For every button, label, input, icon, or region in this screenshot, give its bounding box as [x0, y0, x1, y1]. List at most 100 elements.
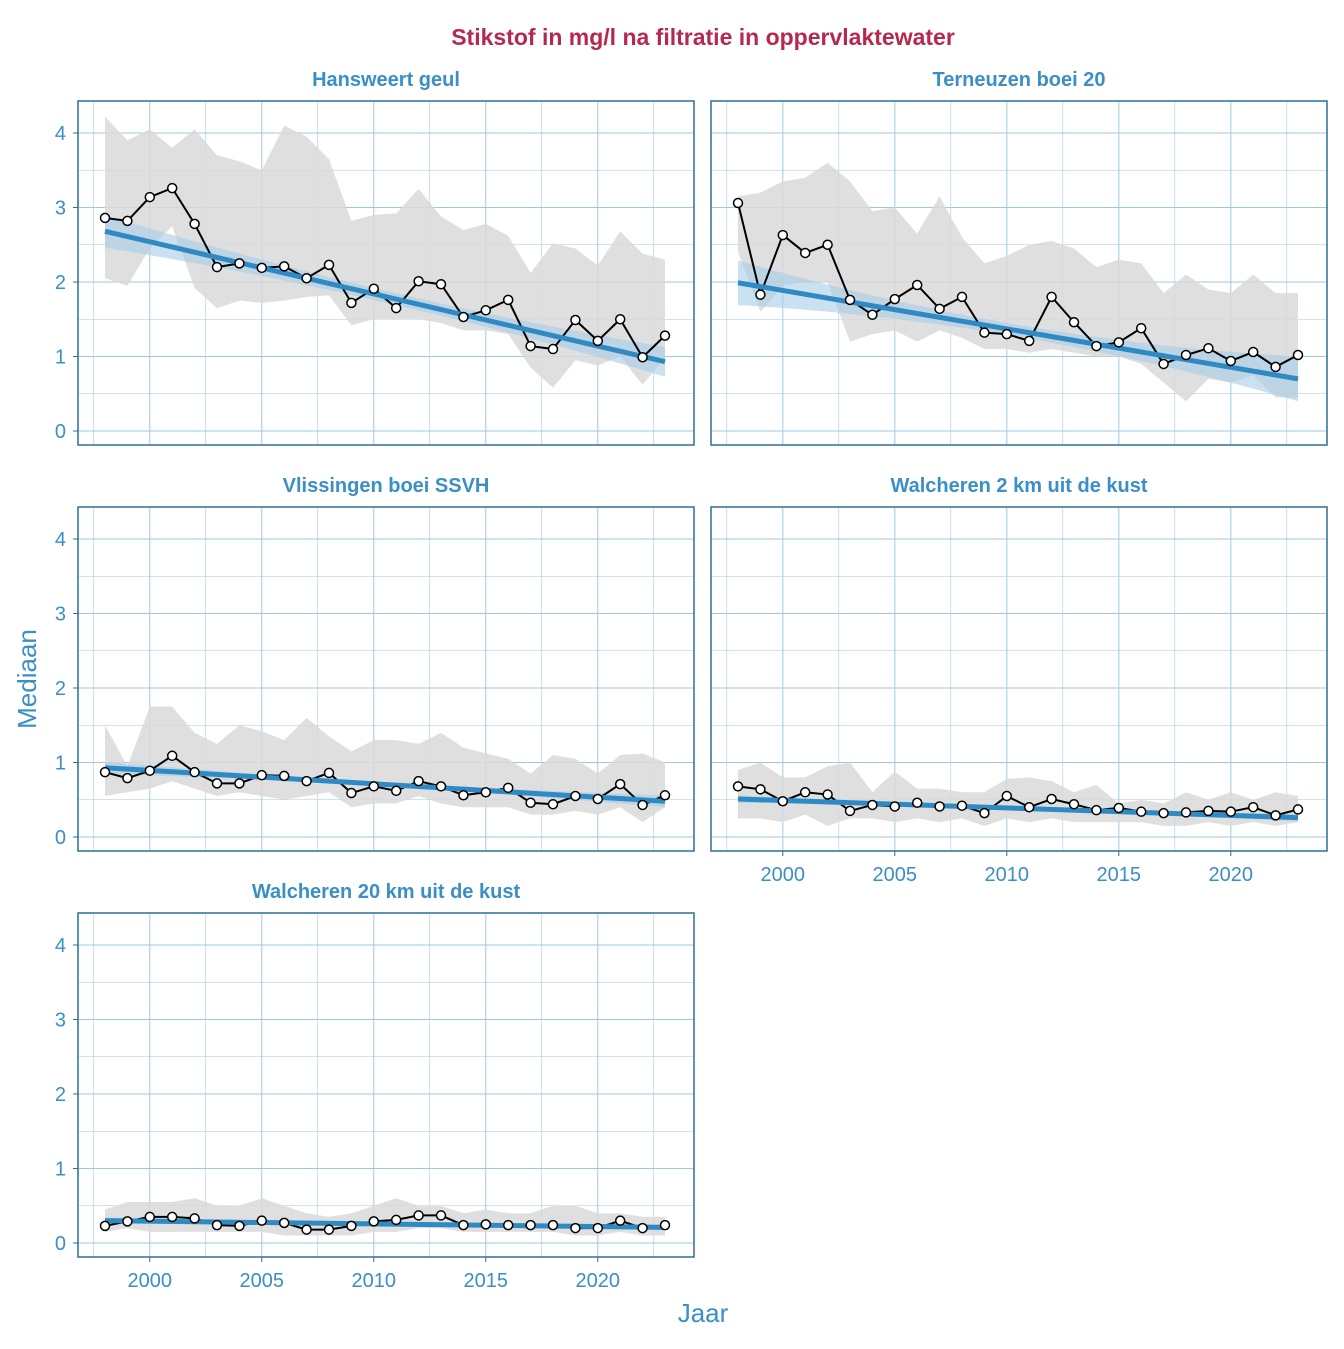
data-point	[934, 801, 945, 812]
data-point	[732, 781, 744, 792]
data-point	[1270, 361, 1281, 373]
y-tick-label: 0	[55, 1233, 66, 1255]
data-point	[592, 793, 604, 805]
data-point	[301, 775, 312, 787]
data-point	[1068, 316, 1080, 328]
data-point	[99, 212, 111, 224]
range-band	[105, 706, 665, 823]
data-point	[637, 1222, 648, 1234]
panel-title: Terneuzen boei 20	[932, 69, 1105, 91]
data-point	[1046, 793, 1057, 805]
y-tick-label: 0	[55, 827, 66, 849]
y-tick-label: 3	[55, 198, 66, 220]
data-point	[777, 229, 789, 241]
data-point	[1135, 322, 1147, 334]
panel-title: Walcheren 20 km uit de kust	[252, 881, 521, 903]
data-point	[822, 789, 833, 800]
x-tick-label: 2015	[1097, 864, 1142, 886]
data-point	[614, 1215, 626, 1226]
data-point	[435, 1210, 447, 1221]
data-point	[234, 258, 245, 269]
data-point	[1135, 806, 1147, 817]
data-point	[844, 294, 856, 306]
data-point	[659, 1219, 671, 1231]
data-point	[346, 297, 357, 309]
data-point	[979, 807, 990, 819]
data-point	[1203, 805, 1214, 817]
data-point	[732, 197, 744, 209]
y-tick-label: 3	[55, 604, 66, 626]
data-point	[844, 805, 856, 817]
y-tick-label: 0	[55, 421, 66, 443]
facet-panel: Hansweert geul 0 1 2 3 4	[55, 69, 695, 446]
data-point	[166, 1211, 178, 1223]
data-point	[278, 1217, 290, 1229]
data-point	[1068, 798, 1080, 810]
data-point	[256, 262, 268, 274]
data-point	[435, 781, 447, 792]
range-band	[738, 762, 1298, 826]
range-band	[105, 1198, 665, 1236]
data-point	[480, 787, 492, 798]
data-point	[822, 239, 833, 250]
data-point	[301, 273, 312, 284]
data-point	[346, 1220, 357, 1232]
data-point	[1001, 790, 1013, 802]
data-point	[211, 778, 223, 789]
x-tick-label: 2000	[761, 864, 806, 886]
data-point	[189, 218, 200, 230]
data-point	[1292, 804, 1304, 815]
data-point	[1180, 349, 1192, 361]
data-point	[755, 289, 766, 300]
data-point	[502, 294, 514, 306]
data-point	[390, 1214, 402, 1226]
data-point	[413, 775, 424, 787]
panel-title: Hansweert geul	[312, 69, 460, 91]
data-point	[637, 799, 648, 811]
data-point	[592, 335, 604, 347]
data-point	[525, 340, 536, 352]
data-point	[1180, 807, 1192, 818]
x-tick-label: 2010	[352, 1270, 397, 1292]
data-point	[256, 1215, 268, 1226]
data-point	[547, 1219, 559, 1231]
data-point	[1247, 801, 1259, 813]
trend-line	[737, 280, 1299, 382]
data-point	[122, 772, 133, 784]
x-tick-label: 2010	[985, 864, 1030, 886]
facet-panel: Terneuzen boei 20	[710, 69, 1328, 446]
data-point	[614, 314, 626, 325]
data-point	[234, 778, 245, 789]
data-point	[166, 182, 178, 194]
panel-border	[710, 100, 1328, 446]
data-point	[911, 797, 923, 808]
data-point	[211, 261, 223, 273]
data-point	[1046, 291, 1057, 303]
data-point	[956, 291, 968, 303]
data-point	[547, 343, 559, 355]
data-point	[1158, 358, 1169, 370]
x-tick-label: 2000	[128, 1270, 173, 1292]
data-point	[166, 750, 178, 762]
panel-title: Walcheren 2 km uit de kust	[890, 475, 1147, 497]
data-point	[189, 766, 200, 778]
data-point	[777, 795, 789, 807]
y-tick-label: 1	[55, 1159, 66, 1181]
data-point	[956, 800, 968, 811]
facet-panel: Vlissingen boei SSVH 0 1 2 3 4	[55, 475, 695, 852]
data-point	[458, 1219, 469, 1231]
x-tick-label: 2020	[1209, 864, 1254, 886]
data-point	[799, 247, 811, 259]
data-point	[1023, 335, 1035, 347]
data-point	[144, 1211, 156, 1223]
data-point	[346, 787, 357, 799]
data-point	[637, 351, 648, 363]
data-point	[1203, 343, 1214, 354]
data-point	[278, 261, 290, 272]
data-point	[368, 283, 380, 294]
data-point	[570, 314, 581, 326]
data-point	[1247, 346, 1259, 358]
data-point	[525, 797, 536, 808]
